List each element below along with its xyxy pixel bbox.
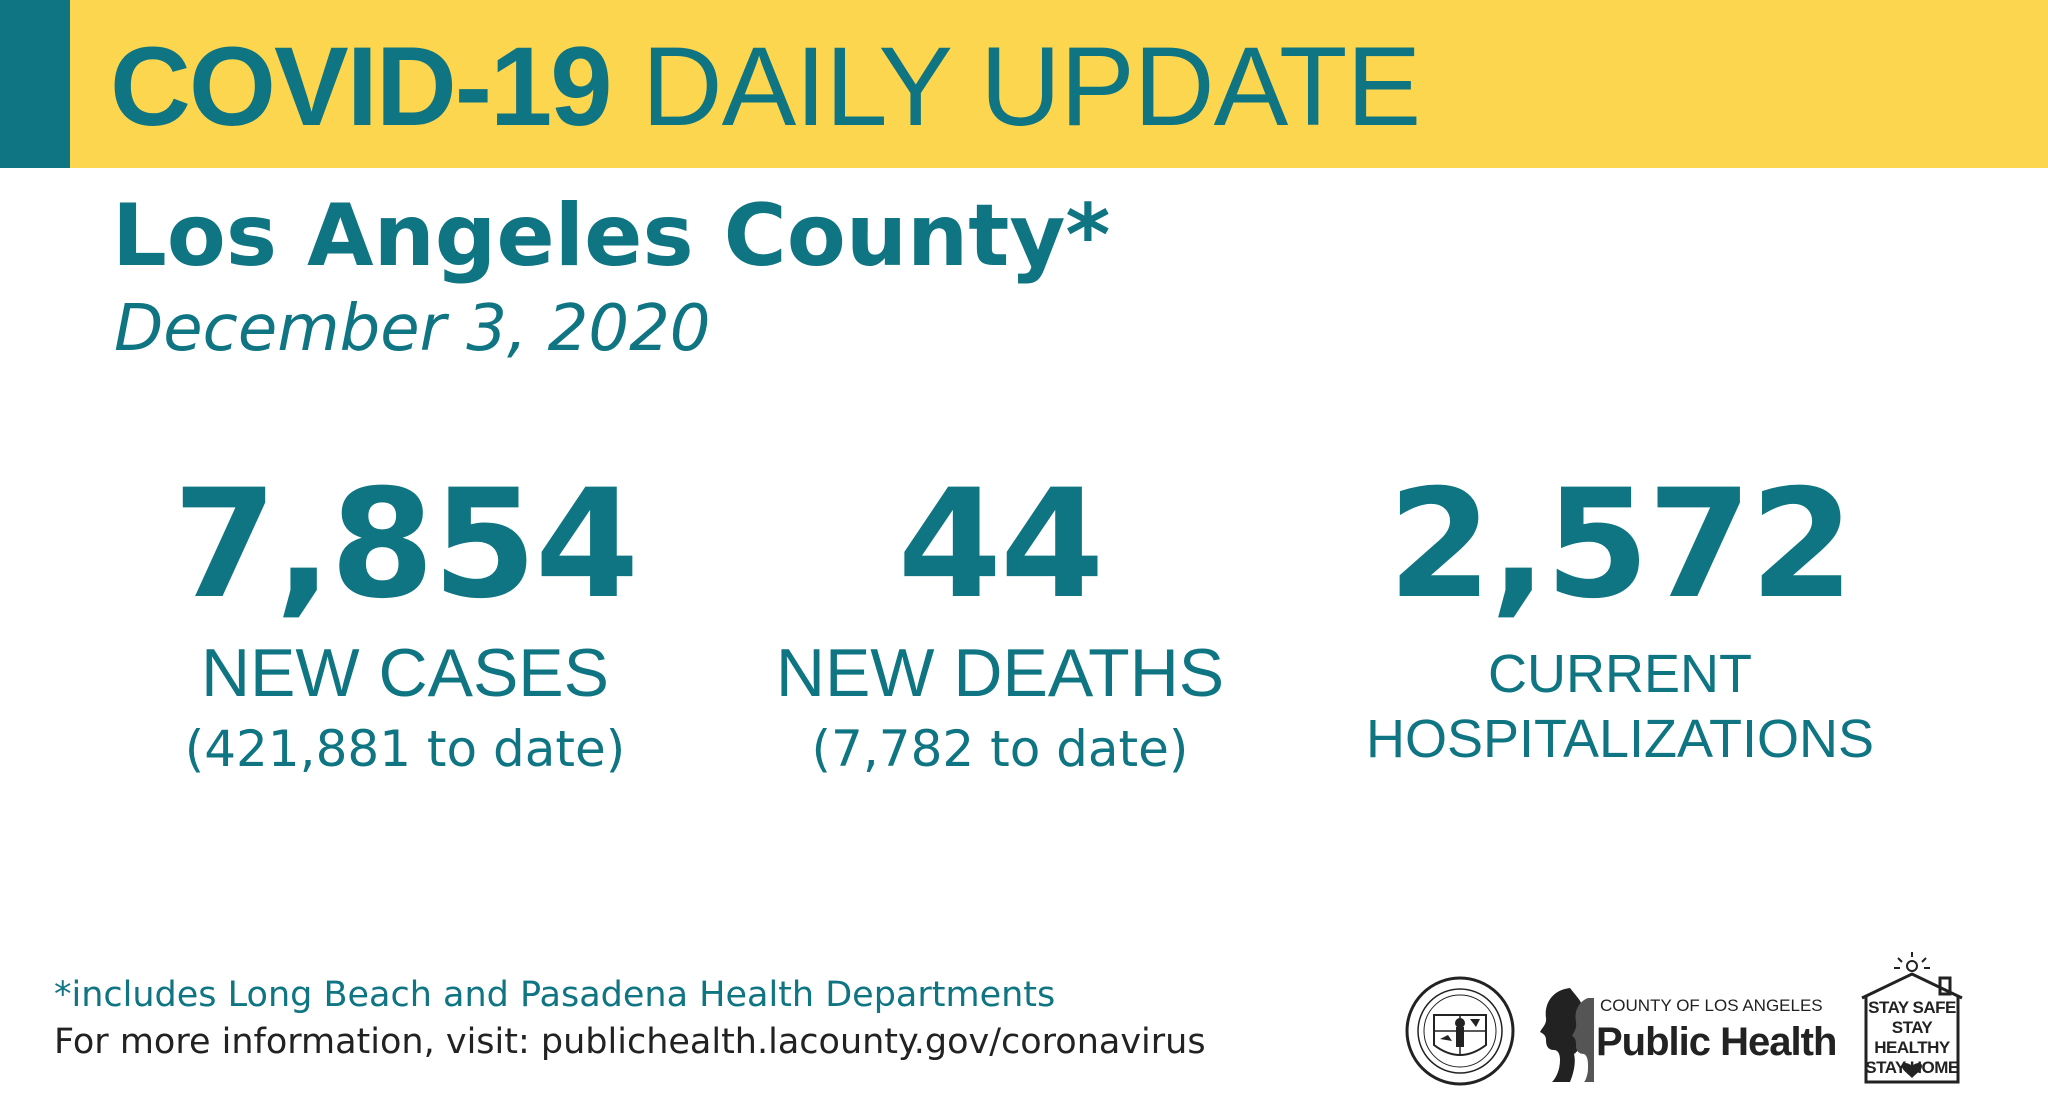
header-banner: COVID-19 DAILY UPDATE [0, 0, 2048, 168]
stat-hospitalizations: 2,572 CURRENT HOSPITALIZATIONS [1340, 470, 1900, 772]
footnote: *includes Long Beach and Pasadena Health… [54, 975, 1056, 1015]
stay-safe-text: STAY SAFE STAY HEALTHY STAY HOME [1862, 998, 1962, 1078]
public-health-county-text: COUNTY OF LOS ANGELES [1600, 996, 1823, 1015]
public-health-logo: COUNTY OF LOS ANGELES Public Health [1530, 978, 1840, 1088]
house-sun-icon [1861, 952, 1963, 1084]
new-deaths-to-date: (7,782 to date) [811, 719, 1189, 778]
county-seal-icon [1405, 976, 1515, 1086]
hospitalizations-value: 2,572 [1387, 458, 1854, 632]
hospitalizations-label-line2: HOSPITALIZATIONS [1365, 708, 1875, 769]
more-info-text: For more information, visit: publichealt… [54, 1022, 1206, 1062]
stat-new-deaths: 44 NEW DEATHS (7,782 to date) [760, 470, 1240, 779]
stay-safe-badge: STAY SAFE STAY HEALTHY STAY HOME [1856, 952, 1968, 1088]
banner-accent-bar [0, 0, 70, 168]
new-cases-value: 7,854 [172, 458, 639, 632]
stat-new-cases: 7,854 NEW CASES (421,881 to date) [170, 470, 640, 779]
title-covid: COVID-19 [110, 24, 613, 149]
stay-safe-line-2: STAY HEALTHY [1874, 1018, 1950, 1057]
stay-safe-line-3: STAY HOME [1865, 1058, 1959, 1077]
hospitalizations-label-line1: CURRENT [1488, 644, 1752, 704]
stay-safe-line-1: STAY SAFE [1868, 998, 1956, 1017]
public-health-text: Public Health [1596, 1020, 1837, 1064]
new-cases-label: NEW CASES [200, 635, 610, 711]
new-deaths-value: 44 [897, 458, 1105, 632]
new-cases-to-date: (421,881 to date) [184, 719, 626, 778]
profile-faces-icon [1540, 988, 1594, 1082]
new-deaths-label: NEW DEATHS [775, 635, 1225, 711]
page-title: COVID-19 DAILY UPDATE [110, 22, 1421, 152]
report-date: December 3, 2020 [114, 292, 711, 366]
region-heading: Los Angeles County* [112, 186, 1111, 286]
title-daily-update: DAILY UPDATE [641, 24, 1421, 149]
